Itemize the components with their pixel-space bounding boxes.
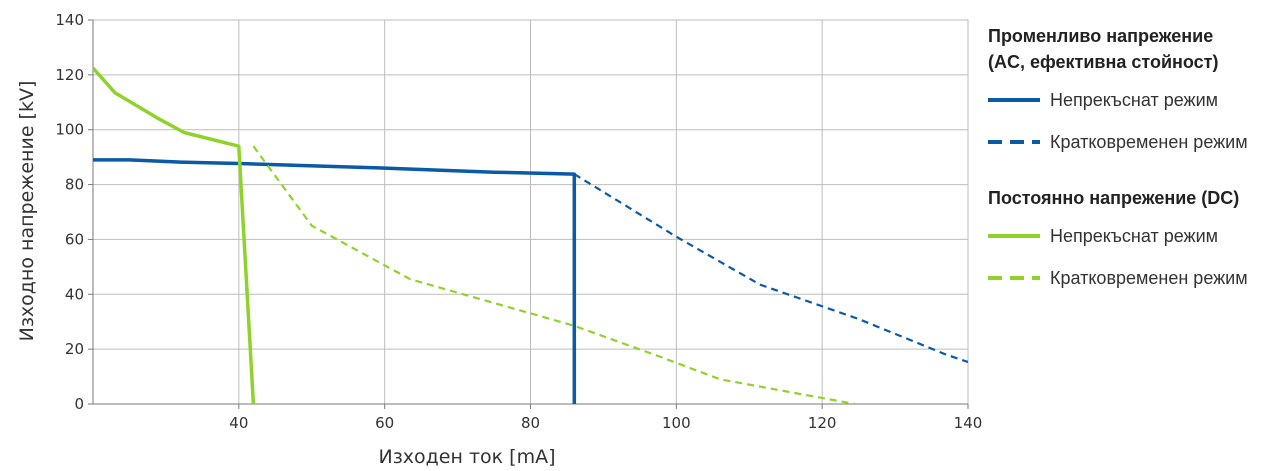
y-tick-label: 20 xyxy=(65,340,84,358)
series-line-dc-short-term xyxy=(252,145,856,404)
series-line-ac-continuous xyxy=(93,158,577,404)
axes: 0 20 40 60 80 100 120 140 40 60 80 100 120 140 xyxy=(55,11,982,432)
legend-group-title: Променливо напрежение xyxy=(988,26,1213,46)
series-lines xyxy=(93,66,968,404)
y-tick-label: 100 xyxy=(55,121,84,139)
legend-group-title: Постоянно напрежение (DC) xyxy=(988,188,1239,208)
legend-entry-label: Кратковременен режим xyxy=(1050,132,1248,152)
legend-group-title: (AC, ефективна стойност) xyxy=(988,52,1218,72)
y-axis-label: Изходно напрежение [kV] xyxy=(16,81,38,342)
x-tick-label: 40 xyxy=(229,414,248,432)
y-tick-label: 40 xyxy=(65,285,84,303)
x-tick-label: 120 xyxy=(808,414,837,432)
x-tick-label: 140 xyxy=(954,414,983,432)
x-tick-label: 60 xyxy=(375,414,394,432)
y-tick-label: 0 xyxy=(74,395,84,413)
legend-entry-label: Непрекъснат режим xyxy=(1050,226,1218,246)
y-tick-label: 140 xyxy=(55,11,84,29)
legend-entry-label: Кратковременен режим xyxy=(1050,268,1248,288)
grid xyxy=(92,19,969,405)
series-line-ac-short-term xyxy=(573,173,968,364)
x-tick-label: 100 xyxy=(662,414,691,432)
y-tick-label: 60 xyxy=(65,230,84,248)
legend: Променливо напрежение (AC, ефективна стой… xyxy=(988,26,1248,288)
x-tick-label: 80 xyxy=(521,414,540,432)
x-axis-label: Изходен ток [mA] xyxy=(378,446,555,468)
series-line-dc-continuous xyxy=(93,66,256,404)
y-tick-label: 120 xyxy=(55,66,84,84)
legend-entry-label: Непрекъснат режим xyxy=(1050,90,1218,110)
y-tick-label: 80 xyxy=(65,176,84,194)
